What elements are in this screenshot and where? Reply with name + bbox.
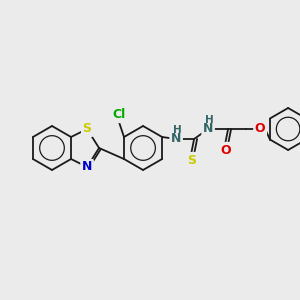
- Text: Cl: Cl: [112, 109, 126, 122]
- Text: O: O: [255, 122, 266, 136]
- Text: S: S: [82, 122, 91, 136]
- Text: S: S: [187, 154, 196, 166]
- Text: N: N: [82, 160, 92, 173]
- Text: O: O: [220, 143, 231, 157]
- Text: H: H: [173, 125, 182, 135]
- Text: H: H: [205, 115, 214, 125]
- Text: N: N: [203, 122, 213, 136]
- Text: N: N: [171, 133, 181, 146]
